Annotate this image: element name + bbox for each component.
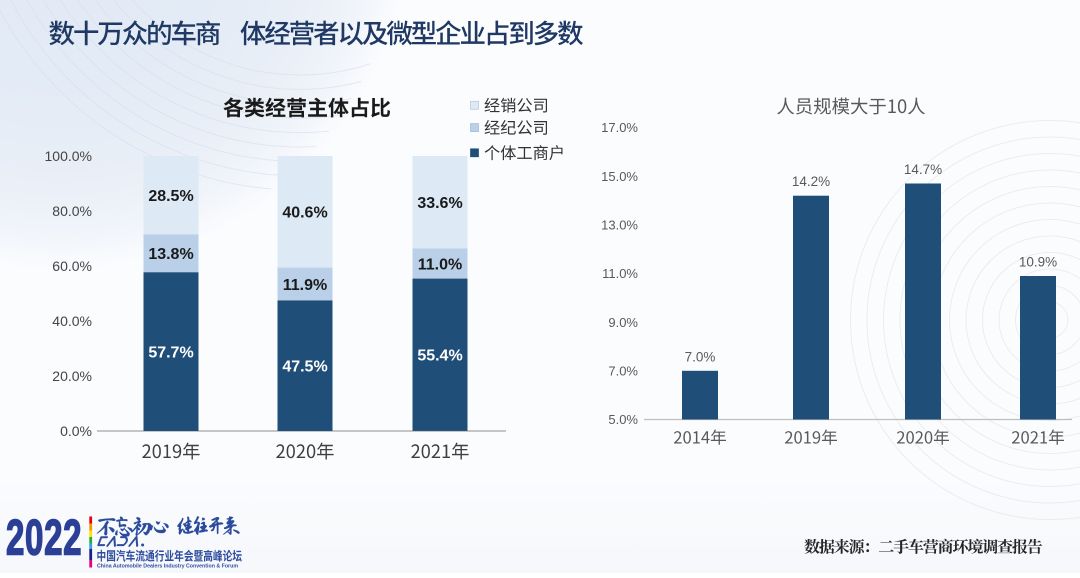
svg-text:80.0%: 80.0%: [52, 203, 92, 219]
svg-text:11.0%: 11.0%: [418, 256, 462, 273]
svg-text:14.7%: 14.7%: [904, 162, 942, 177]
svg-text:China Automobile Dealers Indus: China Automobile Dealers Industry Conven…: [97, 564, 238, 570]
svg-text:57.7%: 57.7%: [148, 345, 193, 362]
svg-text:7.0%: 7.0%: [608, 364, 638, 379]
svg-text:20.0%: 20.0%: [52, 368, 92, 384]
svg-text:10.9%: 10.9%: [1019, 255, 1057, 270]
svg-text:60.0%: 60.0%: [52, 258, 92, 274]
svg-text:7.0%: 7.0%: [685, 349, 716, 364]
svg-text:55.4%: 55.4%: [417, 348, 462, 365]
svg-text:9.0%: 9.0%: [608, 315, 638, 330]
svg-text:40.6%: 40.6%: [282, 205, 327, 222]
svg-text:14.2%: 14.2%: [792, 174, 830, 189]
svg-text:28.5%: 28.5%: [148, 188, 193, 205]
svg-text:100.0%: 100.0%: [45, 148, 92, 164]
svg-text:2022: 2022: [6, 510, 82, 567]
svg-text:11.9%: 11.9%: [283, 277, 327, 294]
svg-text:0.0%: 0.0%: [60, 423, 92, 439]
svg-text:5.0%: 5.0%: [608, 412, 638, 427]
svg-text:11.0%: 11.0%: [602, 266, 638, 281]
svg-text:13.0%: 13.0%: [601, 218, 638, 233]
svg-text:40.0%: 40.0%: [52, 313, 92, 329]
svg-text:13.8%: 13.8%: [148, 246, 193, 263]
svg-text:17.0%: 17.0%: [601, 120, 638, 135]
svg-text:33.6%: 33.6%: [417, 195, 462, 212]
svg-text:15.0%: 15.0%: [601, 169, 638, 184]
svg-text:47.5%: 47.5%: [282, 359, 327, 376]
